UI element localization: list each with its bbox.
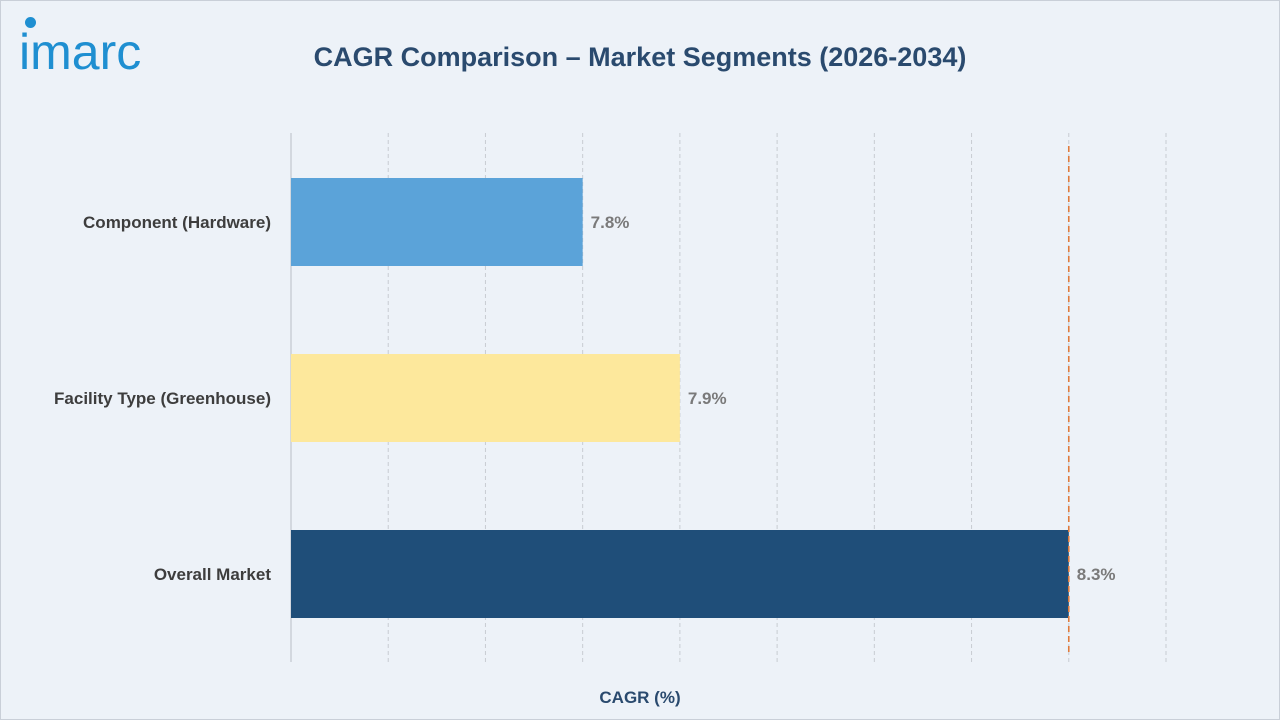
category-labels: Component (Hardware) Facility Type (Green…	[54, 213, 271, 584]
value-label: 8.3%	[1077, 565, 1116, 584]
category-label: Facility Type (Greenhouse)	[54, 389, 271, 408]
imarc-logo: imarc	[19, 17, 204, 81]
category-label: Overall Market	[154, 565, 272, 584]
value-label: 7.8%	[591, 213, 630, 232]
x-axis-title: CAGR (%)	[0, 688, 1280, 708]
logo-dot-icon	[25, 17, 36, 28]
bars	[291, 178, 1069, 618]
bar	[291, 354, 680, 442]
bar	[291, 178, 583, 266]
value-label: 7.9%	[688, 389, 727, 408]
logo-text: imarc	[19, 24, 142, 80]
chart-title-text: CAGR Comparison – Market Segments (2026-…	[313, 42, 967, 72]
chart-title: CAGR Comparison – Market Segments (2026-…	[0, 42, 1280, 73]
x-axis-title-text: CAGR (%)	[599, 688, 681, 707]
bar	[291, 530, 1069, 618]
value-labels: 7.8% 7.9% 8.3%	[591, 213, 1116, 584]
category-label: Component (Hardware)	[83, 213, 271, 232]
